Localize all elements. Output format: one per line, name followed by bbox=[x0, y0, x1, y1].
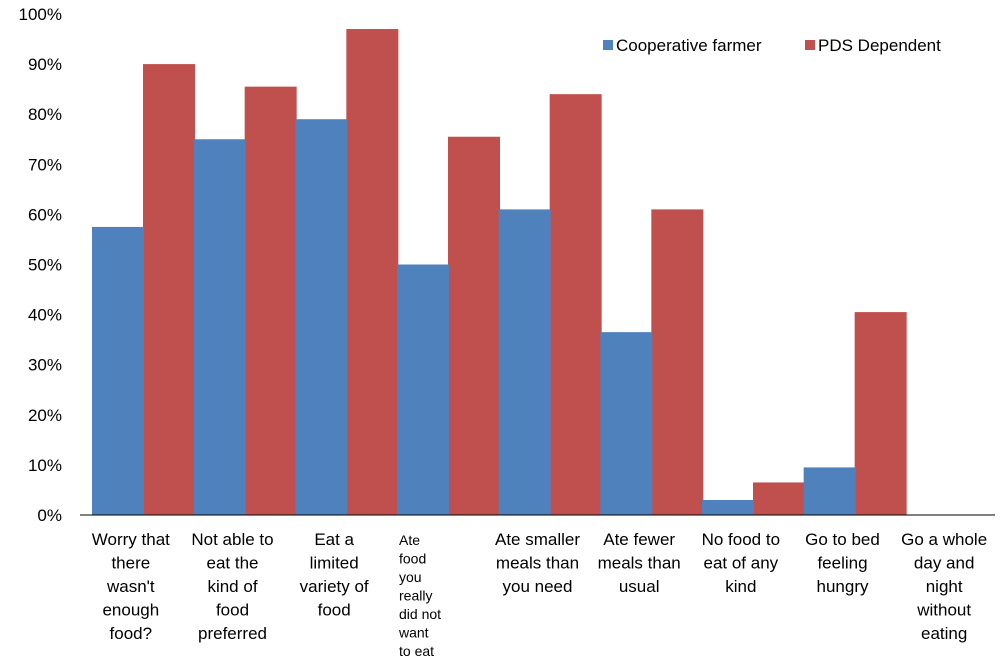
x-category-label: Ate food you really did not want to eat bbox=[398, 532, 441, 659]
x-category-label: Eat a limited variety of food bbox=[300, 530, 369, 620]
y-tick-label: 30% bbox=[28, 356, 62, 375]
y-tick-label: 60% bbox=[28, 205, 62, 224]
bar-cooperative-farmer bbox=[295, 119, 348, 516]
bar-pds-dependent bbox=[549, 94, 602, 515]
legend: Cooperative farmer PDS Dependent bbox=[603, 36, 941, 55]
bar-cooperative-farmer bbox=[498, 209, 551, 515]
legend-swatch bbox=[603, 40, 613, 50]
x-category-label: Not able to eat the kind of food preferred bbox=[191, 530, 273, 643]
bars bbox=[92, 29, 907, 516]
y-tick-label: 50% bbox=[28, 256, 62, 275]
bar-pds-dependent bbox=[651, 209, 704, 515]
legend-swatch bbox=[805, 40, 815, 50]
bar-pds-dependent bbox=[346, 29, 399, 516]
bar-cooperative-farmer bbox=[803, 467, 856, 515]
bar-cooperative-farmer bbox=[92, 226, 144, 516]
bar-cooperative-farmer bbox=[397, 264, 449, 515]
x-category-label: Ate smaller meals than you need bbox=[495, 530, 580, 596]
y-tick-label: 40% bbox=[28, 306, 62, 325]
y-tick-label: 100% bbox=[19, 5, 62, 24]
bar-pds-dependent bbox=[854, 312, 907, 515]
y-tick-label: 80% bbox=[28, 105, 62, 124]
x-category-label: Ate fewer meals than usual bbox=[598, 530, 681, 596]
bar-pds-dependent bbox=[753, 482, 805, 515]
y-tick-label: 90% bbox=[28, 55, 62, 74]
bar-cooperative-farmer bbox=[702, 499, 754, 515]
bar-pds-dependent bbox=[244, 86, 297, 516]
x-axis-categories: Worry that there wasn't enough food? Not able… bbox=[92, 530, 987, 659]
bar-pds-dependent bbox=[448, 136, 500, 515]
x-category-label: No food to eat of any kind bbox=[702, 530, 780, 596]
legend-label: PDS Dependent bbox=[818, 36, 941, 55]
x-category-label: Go to bed feeling hungry bbox=[805, 530, 880, 596]
bar-pds-dependent bbox=[143, 64, 195, 515]
y-tick-label: 70% bbox=[28, 155, 62, 174]
y-tick-label: 0% bbox=[37, 506, 62, 525]
x-category-label: Go a whole day and night without eating bbox=[901, 530, 987, 643]
y-tick-label: 20% bbox=[28, 406, 62, 425]
y-axis-ticks: 0% 10% 20% 30% 40% 50% 60% 70% 80% 90% 100% bbox=[19, 5, 62, 525]
x-category-label: Worry that there wasn't enough food? bbox=[92, 530, 170, 643]
bar-cooperative-farmer bbox=[193, 139, 246, 515]
bar-cooperative-farmer bbox=[600, 332, 653, 515]
legend-label: Cooperative farmer bbox=[616, 36, 762, 55]
y-tick-label: 10% bbox=[28, 456, 62, 475]
